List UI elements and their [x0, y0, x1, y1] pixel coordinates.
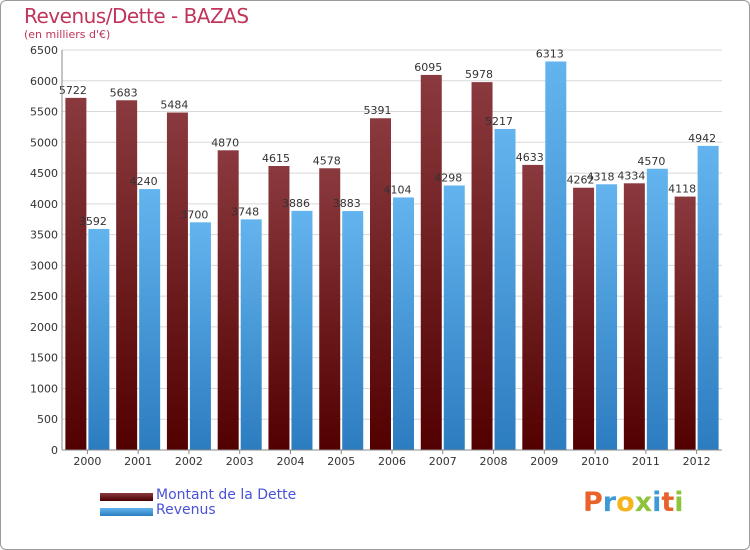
x-tick-label: 2012: [683, 455, 711, 468]
logo-letter: x: [634, 487, 653, 518]
data-label-revenus: 3592: [79, 215, 107, 228]
data-label-dette: 4578: [313, 154, 341, 167]
y-tick-label: 5500: [30, 106, 58, 119]
logo-letter: r: [602, 487, 617, 518]
data-label-revenus: 5217: [485, 115, 513, 128]
y-tick-label: 6500: [30, 44, 58, 57]
bar-revenus: [646, 168, 668, 450]
data-label-dette: 4262: [567, 174, 595, 187]
legend-swatch-revenus: [100, 508, 153, 516]
y-tick-label: 6000: [30, 75, 58, 88]
data-label-dette: 4334: [617, 169, 645, 182]
y-tick-label: 0: [51, 444, 58, 457]
y-tick-label: 2500: [30, 290, 58, 303]
bar-revenus: [494, 128, 516, 450]
logo-letter: P: [583, 487, 603, 518]
data-label-dette: 5722: [59, 84, 87, 97]
data-label-dette: 4870: [211, 136, 239, 149]
data-label-revenus: 4240: [130, 175, 158, 188]
data-label-revenus: 3886: [282, 197, 310, 210]
bar-dette: [370, 118, 391, 450]
x-tick-label: 2010: [581, 455, 609, 468]
x-tick-label: 2007: [429, 455, 457, 468]
bar-dette: [573, 187, 595, 450]
bar-dette: [319, 168, 341, 450]
logo-letter: i: [674, 487, 684, 518]
data-label-revenus: 3700: [180, 208, 208, 221]
logo-letter: o: [616, 487, 635, 518]
legend-label-revenus: Revenus: [156, 502, 216, 518]
data-label-dette: 5978: [465, 68, 493, 81]
bar-revenus: [697, 145, 719, 450]
x-tick-label: 2002: [175, 455, 203, 468]
bar-revenus: [139, 189, 161, 451]
x-tick-label: 2001: [124, 455, 152, 468]
bar-revenus: [240, 219, 262, 450]
bar-dette: [420, 74, 442, 450]
bar-dette: [166, 112, 188, 451]
data-label-dette: 6095: [414, 61, 442, 74]
bar-revenus: [443, 185, 465, 450]
x-tick-label: 2005: [327, 455, 355, 468]
data-label-revenus: 4104: [384, 183, 412, 196]
data-label-revenus: 3883: [333, 197, 361, 210]
x-tick-label: 2011: [632, 455, 660, 468]
data-label-dette: 5484: [160, 99, 188, 112]
bar-dette: [674, 196, 696, 450]
data-label-revenus: 3748: [231, 205, 259, 218]
logo-letter: i: [652, 487, 662, 518]
data-label-revenus: 4942: [688, 132, 716, 145]
legend-label-dette: Montant de la Dette: [156, 487, 297, 503]
data-label-dette: 5683: [110, 86, 138, 99]
y-tick-label: 500: [37, 413, 58, 426]
data-label-dette: 4615: [262, 152, 290, 165]
bar-dette: [623, 183, 645, 451]
data-label-revenus: 4298: [434, 172, 462, 185]
data-label-dette: 4118: [668, 183, 696, 196]
bar-revenus: [596, 184, 618, 450]
logo-letter: t: [661, 487, 675, 518]
x-tick-label: 2008: [480, 455, 508, 468]
x-tick-label: 2004: [276, 455, 304, 468]
y-tick-label: 4000: [30, 198, 58, 211]
bar-revenus: [342, 211, 364, 450]
x-tick-label: 2009: [530, 455, 558, 468]
bar-revenus: [189, 222, 211, 450]
y-tick-label: 1500: [30, 352, 58, 365]
x-tick-label: 2000: [73, 455, 101, 468]
bar-dette: [268, 166, 290, 450]
bar-dette: [65, 97, 87, 450]
y-tick-label: 2000: [30, 321, 58, 334]
data-label-revenus: 6313: [536, 48, 564, 61]
bar-revenus: [291, 210, 313, 450]
data-label-revenus: 4570: [637, 155, 665, 168]
bar-revenus: [545, 61, 567, 450]
legend-swatch-dette: [100, 493, 153, 501]
y-tick-label: 5000: [30, 136, 58, 149]
bar-revenus: [88, 228, 110, 450]
bar-dette: [471, 82, 493, 450]
x-tick-label: 2006: [378, 455, 406, 468]
x-tick-label: 2003: [226, 455, 254, 468]
chart-title: Revenus/Dette - BAZAS: [24, 4, 249, 28]
y-tick-label: 4500: [30, 167, 58, 180]
bar-dette: [522, 164, 544, 450]
y-tick-label: 3500: [30, 229, 58, 242]
bar-dette: [116, 100, 138, 451]
bar-dette: [217, 150, 239, 451]
y-tick-label: 3000: [30, 259, 58, 272]
data-label-revenus: 4318: [587, 170, 615, 183]
data-label-dette: 4633: [516, 151, 544, 164]
y-tick-label: 1000: [30, 382, 58, 395]
bar-revenus: [393, 197, 414, 450]
data-label-dette: 5391: [364, 104, 392, 117]
chart-subtitle: (en milliers d'€): [24, 28, 111, 41]
proxiti-logo: Proxiti: [583, 487, 684, 518]
